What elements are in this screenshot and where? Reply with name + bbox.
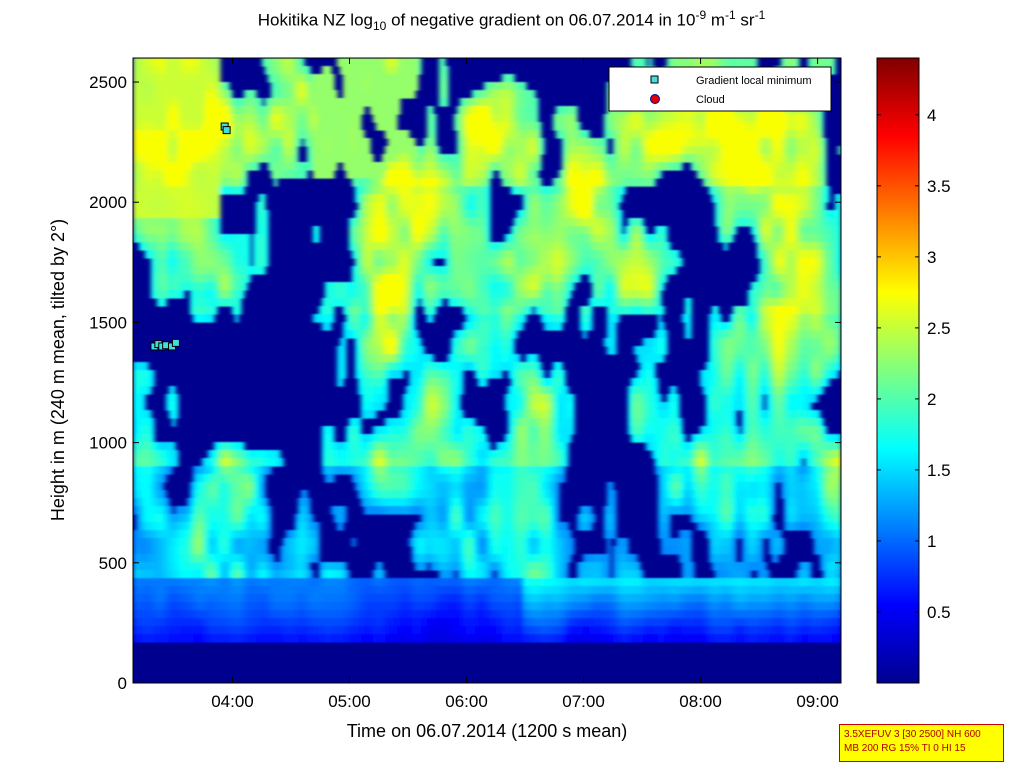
y-tick-label: 0 bbox=[118, 674, 127, 693]
colorbar-tick-label: 3.5 bbox=[927, 177, 951, 196]
chart-title: Hokitika NZ log10 of negative gradient o… bbox=[0, 8, 1023, 33]
title-sup1: -9 bbox=[695, 8, 707, 22]
x-tick-label: 07:00 bbox=[562, 692, 605, 711]
colorbar-tick-label: 1 bbox=[927, 532, 936, 551]
legend: Gradient local minimum Cloud bbox=[608, 66, 832, 112]
colorbar-tick-label: 0.5 bbox=[927, 603, 951, 622]
info-line-1: 3.5XEFUV 3 [30 2500] NH 600 bbox=[844, 729, 981, 740]
x-tick-label: 06:00 bbox=[445, 692, 488, 711]
y-tick-label: 1000 bbox=[89, 434, 127, 453]
colorbar-gradient bbox=[876, 57, 920, 684]
x-tick-label: 09:00 bbox=[796, 692, 839, 711]
x-tick-label: 05:00 bbox=[328, 692, 371, 711]
title-mid2: m bbox=[706, 10, 726, 30]
colorbar-tick-label: 4 bbox=[927, 106, 936, 125]
y-tick-label: 1500 bbox=[89, 313, 127, 332]
y-axis-label: Height in m (240 m mean, tilted by 2°) bbox=[48, 219, 68, 521]
title-sup2: -1 bbox=[725, 8, 736, 22]
y-tick-label: 2500 bbox=[89, 73, 127, 92]
gradient-minimum-point bbox=[171, 338, 180, 347]
legend-box bbox=[608, 66, 832, 112]
plot-frame bbox=[132, 57, 842, 684]
colorbar-tick-label: 2 bbox=[927, 390, 936, 409]
colorbar: 0.5 1 1.5 2 2.5 3 3.5 4 bbox=[876, 57, 951, 684]
title-mid3: sr bbox=[735, 10, 755, 30]
info-line-2: MB 200 RG 15% TI 0 HI 15 bbox=[844, 743, 966, 754]
x-tick-label: 04:00 bbox=[211, 692, 254, 711]
legend-label-gradient: Gradient local minimum bbox=[696, 75, 812, 87]
title-middle: of negative gradient on 06.07.2014 in 10 bbox=[386, 10, 696, 30]
gradient-minimum-point bbox=[222, 126, 231, 135]
title-sup3: -1 bbox=[754, 8, 766, 22]
title-prefix: Hokitika NZ log bbox=[257, 10, 373, 30]
legend-label-cloud: Cloud bbox=[696, 94, 725, 106]
y-axis: 0 500 1000 1500 2000 2500 bbox=[89, 73, 841, 693]
y-tick-label: 2000 bbox=[89, 193, 127, 212]
x-axis-label: Time on 06.07.2014 (1200 s mean) bbox=[347, 721, 628, 741]
colorbar-ticks: 0.5 1 1.5 2 2.5 3 3.5 4 bbox=[877, 106, 951, 622]
legend-circle-marker-icon bbox=[650, 94, 660, 104]
gradient-minimum-markers bbox=[150, 122, 231, 351]
colorbar-tick-label: 2.5 bbox=[927, 319, 951, 338]
colorbar-tick-label: 1.5 bbox=[927, 461, 951, 480]
title-sub: 10 bbox=[373, 19, 387, 34]
heatmap bbox=[133, 58, 841, 683]
x-axis: 04:00 05:00 06:00 07:00 08:00 09:00 bbox=[211, 58, 839, 711]
y-tick-label: 500 bbox=[99, 554, 127, 573]
colorbar-tick-label: 3 bbox=[927, 248, 936, 267]
x-tick-label: 08:00 bbox=[679, 692, 722, 711]
info-box: 3.5XEFUV 3 [30 2500] NH 600 MB 200 RG 15… bbox=[839, 724, 1004, 762]
legend-square-marker-icon bbox=[650, 75, 659, 84]
